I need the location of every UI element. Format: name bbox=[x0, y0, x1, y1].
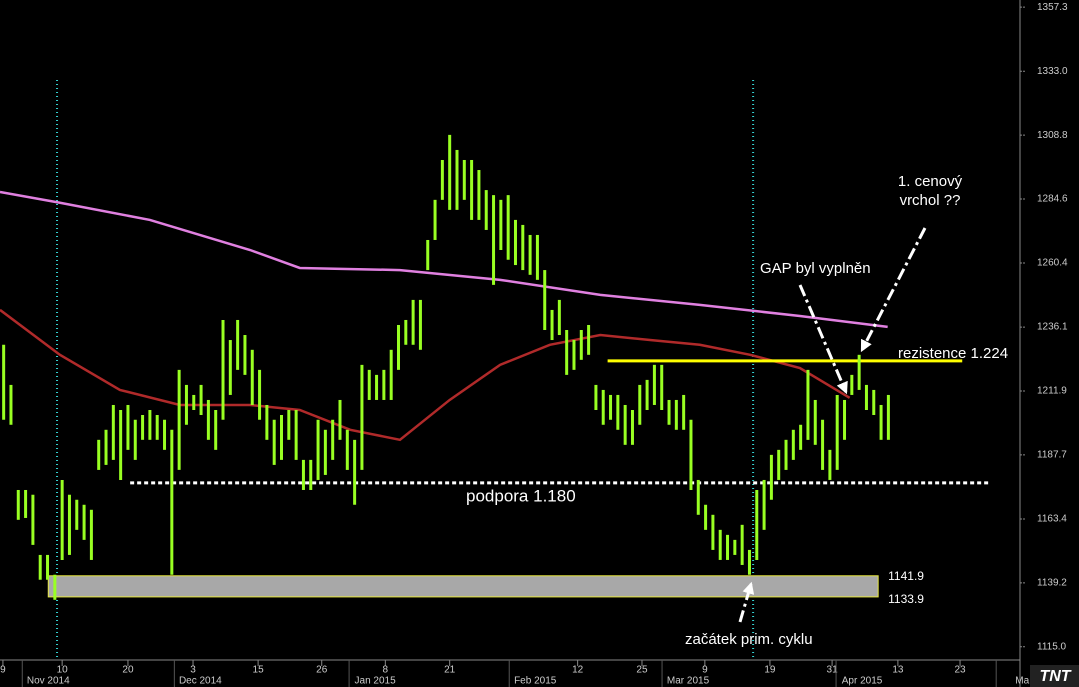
annotation: 1. cenový bbox=[898, 173, 963, 190]
month-label: Mar 2015 bbox=[667, 676, 710, 687]
y-tick-label: 1333.0 bbox=[1037, 66, 1068, 77]
x-tick-label: 10 bbox=[57, 665, 69, 676]
y-tick-label: 1211.9 bbox=[1037, 386, 1067, 397]
month-label: Jan 2015 bbox=[355, 676, 397, 687]
logo-box bbox=[1030, 665, 1079, 687]
month-label: Ma bbox=[1015, 676, 1029, 687]
x-tick-label: 12 bbox=[572, 665, 584, 676]
x-tick-label: 25 bbox=[636, 665, 648, 676]
y-tick-label: 1260.4 bbox=[1037, 258, 1068, 269]
arrow bbox=[738, 581, 755, 623]
x-tick-label: 21 bbox=[444, 665, 456, 676]
x-tick-label: 13 bbox=[892, 665, 904, 676]
annotation: rezistence 1.224 bbox=[898, 345, 1008, 362]
zone-label: 1133.9 bbox=[888, 592, 924, 606]
x-tick-label: 3 bbox=[190, 665, 196, 676]
month-label: Apr 2015 bbox=[842, 676, 883, 687]
x-tick-label: 8 bbox=[383, 665, 389, 676]
y-tick-label: 1115.0 bbox=[1037, 641, 1067, 652]
moving-average bbox=[0, 190, 888, 329]
x-tick-label: 23 bbox=[954, 665, 966, 676]
month-label: Nov 2014 bbox=[27, 676, 70, 687]
x-tick-label: 9 bbox=[0, 665, 6, 676]
x-tick-label: 9 bbox=[702, 665, 708, 676]
annotation: podpora 1.180 bbox=[466, 486, 576, 505]
annotation: vrchol ?? bbox=[900, 192, 961, 209]
y-tick-label: 1187.7 bbox=[1037, 450, 1067, 461]
y-tick-label: 1139.2 bbox=[1037, 578, 1067, 589]
moving-average bbox=[0, 308, 851, 442]
logo: TNT bbox=[1039, 668, 1071, 685]
x-tick-label: 20 bbox=[122, 665, 134, 676]
annotation: začátek prim. cyklu bbox=[685, 631, 813, 648]
zone bbox=[47, 575, 879, 598]
y-tick-label: 1284.6 bbox=[1037, 194, 1068, 205]
plot-area bbox=[0, 80, 991, 660]
x-tick-label: 15 bbox=[253, 665, 265, 676]
y-tick-label: 1308.8 bbox=[1037, 130, 1068, 141]
arrows bbox=[738, 227, 927, 623]
x-tick-label: 31 bbox=[827, 665, 839, 676]
x-tick-label: 26 bbox=[316, 665, 328, 676]
arrow bbox=[798, 284, 848, 395]
y-tick-label: 1163.4 bbox=[1037, 514, 1067, 525]
zone-label: 1141.9 bbox=[888, 569, 924, 583]
y-tick-label: 1236.1 bbox=[1037, 322, 1068, 333]
x-tick-label: 19 bbox=[764, 665, 776, 676]
month-label: Feb 2015 bbox=[514, 676, 557, 687]
month-label: Dec 2014 bbox=[179, 676, 222, 687]
y-tick-label: 1357.3 bbox=[1037, 2, 1068, 13]
annotation: GAP byl vyplněn bbox=[760, 260, 871, 277]
